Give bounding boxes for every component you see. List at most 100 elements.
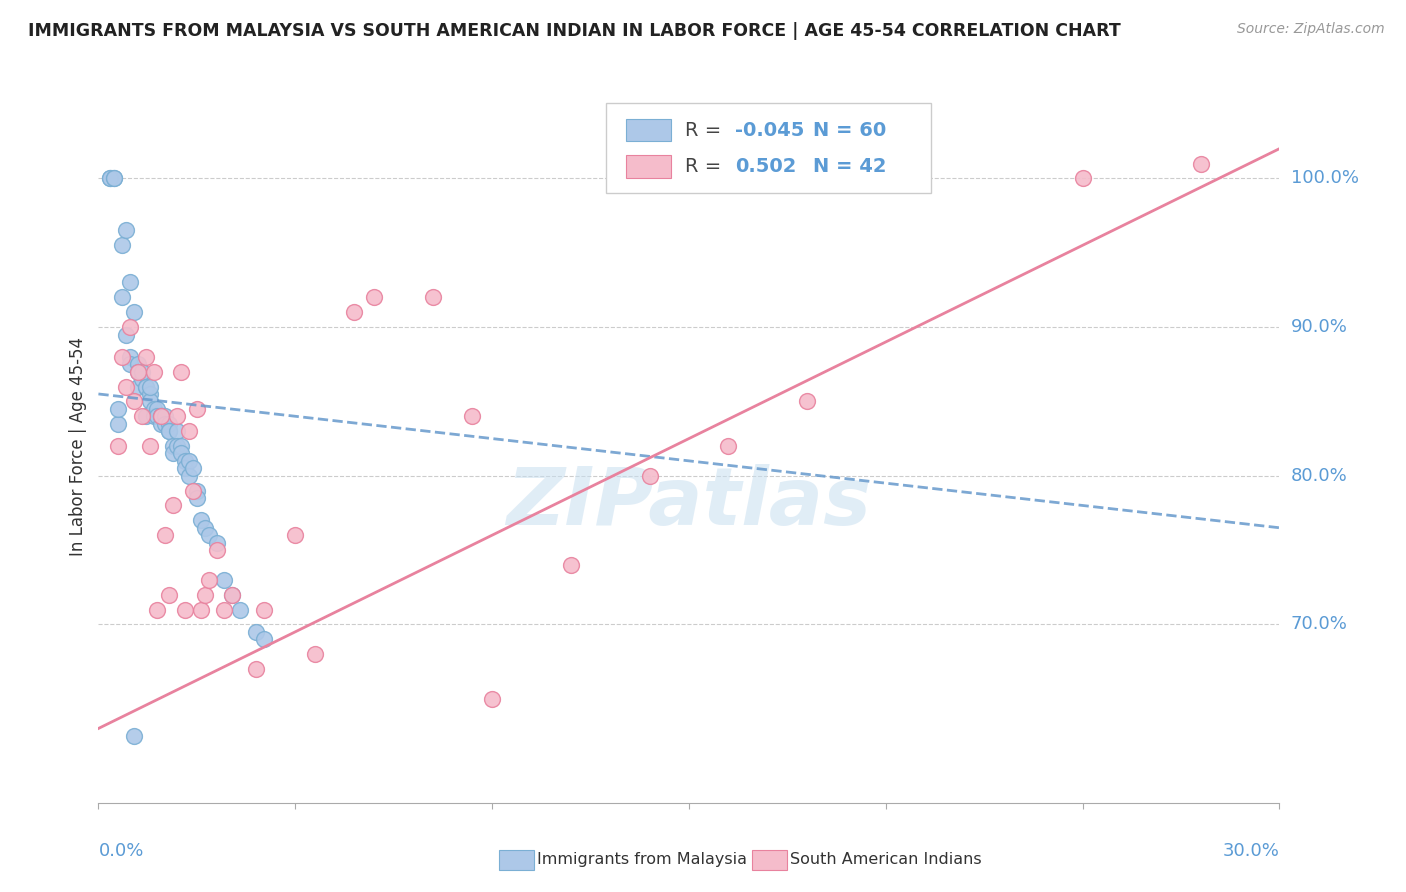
Point: [150, 417, 173, 431]
Point: [221, 588, 243, 602]
Point: [155, 417, 177, 431]
Point: [205, 535, 228, 549]
Point: [111, 238, 134, 252]
Point: [138, 439, 160, 453]
Point: [131, 365, 153, 379]
Point: [103, 171, 125, 186]
Point: [253, 602, 276, 616]
Point: [461, 409, 484, 424]
Text: 90.0%: 90.0%: [1291, 318, 1347, 336]
Point: [174, 461, 197, 475]
Point: [304, 647, 326, 661]
Text: 0.0%: 0.0%: [98, 842, 143, 860]
Point: [135, 379, 157, 393]
Point: [343, 305, 366, 319]
Point: [221, 588, 243, 602]
Point: [135, 379, 157, 393]
Point: [146, 409, 169, 424]
Point: [170, 365, 193, 379]
Point: [214, 602, 236, 616]
Point: [194, 588, 217, 602]
Point: [127, 365, 149, 379]
Point: [122, 729, 145, 743]
Point: [118, 276, 141, 290]
Point: [111, 350, 134, 364]
Point: [214, 573, 236, 587]
Point: [138, 387, 160, 401]
Point: [422, 290, 444, 304]
Point: [638, 468, 661, 483]
Point: [157, 417, 180, 431]
Point: [138, 394, 160, 409]
Point: [177, 468, 200, 483]
Point: [138, 379, 160, 393]
Point: [142, 401, 165, 416]
Y-axis label: In Labor Force | Age 45-54: In Labor Force | Age 45-54: [69, 336, 87, 556]
Point: [157, 588, 180, 602]
Point: [363, 290, 385, 304]
Point: [155, 409, 177, 424]
Point: [150, 409, 173, 424]
Point: [560, 558, 582, 572]
Point: [118, 357, 141, 371]
Point: [197, 573, 219, 587]
Text: 80.0%: 80.0%: [1291, 467, 1347, 484]
Point: [174, 602, 197, 616]
Point: [155, 528, 177, 542]
Point: [127, 365, 149, 379]
Point: [103, 171, 125, 186]
Point: [190, 602, 212, 616]
Point: [118, 320, 141, 334]
Point: [150, 409, 173, 424]
Point: [135, 350, 157, 364]
Text: R =: R =: [685, 120, 728, 139]
FancyBboxPatch shape: [626, 119, 671, 142]
Point: [162, 499, 184, 513]
Point: [197, 528, 219, 542]
Text: -0.045: -0.045: [735, 120, 804, 139]
Point: [186, 483, 208, 498]
Point: [170, 439, 193, 453]
Point: [1189, 156, 1212, 170]
Point: [174, 454, 197, 468]
Point: [115, 379, 138, 393]
Point: [157, 424, 180, 438]
Point: [115, 327, 138, 342]
Point: [146, 401, 169, 416]
Text: R =: R =: [685, 157, 734, 176]
Text: 0.502: 0.502: [735, 157, 796, 176]
Point: [229, 602, 252, 616]
Point: [122, 305, 145, 319]
Point: [162, 446, 184, 460]
Point: [181, 461, 204, 475]
Point: [181, 483, 204, 498]
Point: [481, 691, 503, 706]
Point: [107, 401, 129, 416]
Point: [131, 409, 153, 424]
Text: Source: ZipAtlas.com: Source: ZipAtlas.com: [1237, 22, 1385, 37]
Point: [107, 439, 129, 453]
Point: [177, 454, 200, 468]
Point: [186, 491, 208, 505]
Point: [107, 417, 129, 431]
Point: [194, 521, 217, 535]
Point: [98, 171, 121, 186]
FancyBboxPatch shape: [606, 103, 931, 193]
Point: [170, 446, 193, 460]
Point: [1071, 171, 1094, 186]
Point: [131, 372, 153, 386]
Text: ZIPatlas: ZIPatlas: [506, 464, 872, 542]
Text: IMMIGRANTS FROM MALAYSIA VS SOUTH AMERICAN INDIAN IN LABOR FORCE | AGE 45-54 COR: IMMIGRANTS FROM MALAYSIA VS SOUTH AMERIC…: [28, 22, 1121, 40]
Point: [177, 424, 200, 438]
Text: 100.0%: 100.0%: [1291, 169, 1358, 187]
Text: Immigrants from Malaysia: Immigrants from Malaysia: [537, 853, 747, 867]
Point: [166, 439, 188, 453]
Text: 70.0%: 70.0%: [1291, 615, 1347, 633]
Point: [98, 171, 121, 186]
Point: [142, 409, 165, 424]
Point: [245, 662, 267, 676]
Text: 30.0%: 30.0%: [1223, 842, 1279, 860]
Text: N = 60: N = 60: [813, 120, 886, 139]
Point: [150, 409, 173, 424]
Point: [127, 357, 149, 371]
